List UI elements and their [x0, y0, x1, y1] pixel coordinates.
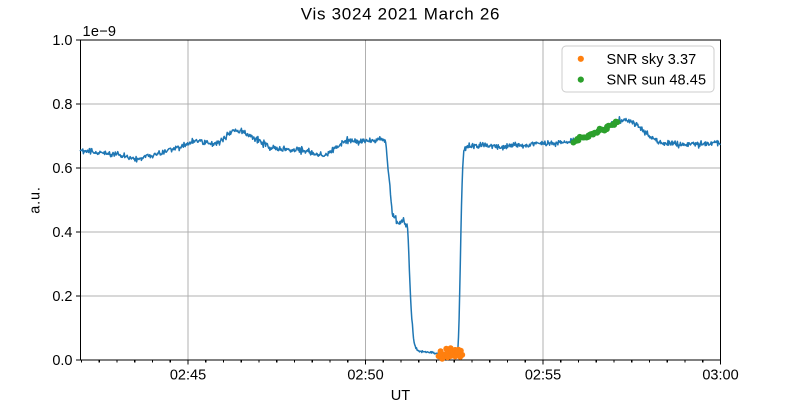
- svg-text:02:55: 02:55: [525, 368, 561, 384]
- svg-text:0.4: 0.4: [52, 225, 72, 241]
- svg-text:0.6: 0.6: [52, 161, 72, 177]
- svg-text:1.0: 1.0: [52, 33, 72, 49]
- svg-text:1e−9: 1e−9: [83, 24, 117, 40]
- svg-text:0.8: 0.8: [52, 97, 72, 113]
- svg-text:0.0: 0.0: [52, 353, 72, 369]
- svg-text:UT: UT: [391, 388, 411, 400]
- svg-text:0.2: 0.2: [52, 289, 72, 305]
- svg-text:Vis 3024 2021 March 26: Vis 3024 2021 March 26: [301, 5, 500, 24]
- svg-text:03:00: 03:00: [702, 368, 738, 384]
- svg-text:02:50: 02:50: [347, 368, 383, 384]
- svg-text:a.u.: a.u.: [28, 186, 44, 213]
- svg-text:02:45: 02:45: [170, 368, 206, 384]
- svg-text:SNR sky 3.37: SNR sky 3.37: [607, 52, 697, 68]
- svg-text:SNR sun 48.45: SNR sun 48.45: [607, 73, 707, 89]
